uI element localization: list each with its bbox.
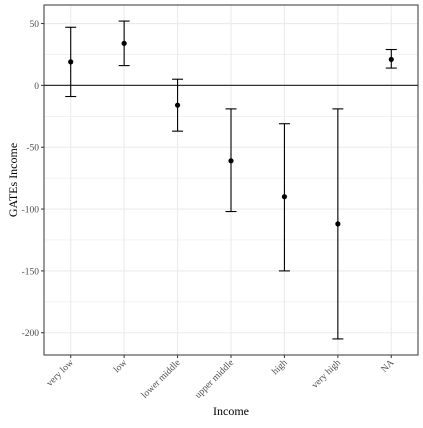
estimate-point bbox=[174, 102, 181, 108]
estimate-point bbox=[228, 158, 234, 164]
estimate-point bbox=[68, 59, 74, 65]
y-tick-label: -100 bbox=[22, 206, 40, 216]
x-tick-label: NA bbox=[380, 358, 397, 375]
y-tick-label: -200 bbox=[22, 329, 40, 339]
estimate-point bbox=[388, 56, 394, 63]
y-tick-label: -50 bbox=[26, 144, 39, 154]
estimate-point bbox=[281, 194, 288, 200]
x-axis-title: Income bbox=[213, 404, 249, 418]
y-tick-label: -150 bbox=[22, 267, 40, 277]
data-marks bbox=[65, 20, 397, 340]
y-tick-label: 0 bbox=[34, 82, 39, 92]
x-tick-label: very low bbox=[45, 358, 76, 389]
x-tick-label: upper middle bbox=[193, 358, 236, 401]
axes: 50 0 -50 -100 -150 -200 very low low lower middl… bbox=[22, 20, 397, 401]
estimate-point bbox=[121, 40, 127, 46]
y-axis-title: GATEs Income bbox=[6, 143, 20, 217]
x-tick-label: low bbox=[112, 358, 129, 375]
x-tick-label: very high bbox=[310, 358, 343, 391]
x-tick-label: high bbox=[271, 358, 290, 377]
x-tick-label: lower middle bbox=[140, 358, 183, 401]
y-tick-label: 50 bbox=[30, 20, 40, 30]
estimate-point bbox=[335, 221, 341, 227]
